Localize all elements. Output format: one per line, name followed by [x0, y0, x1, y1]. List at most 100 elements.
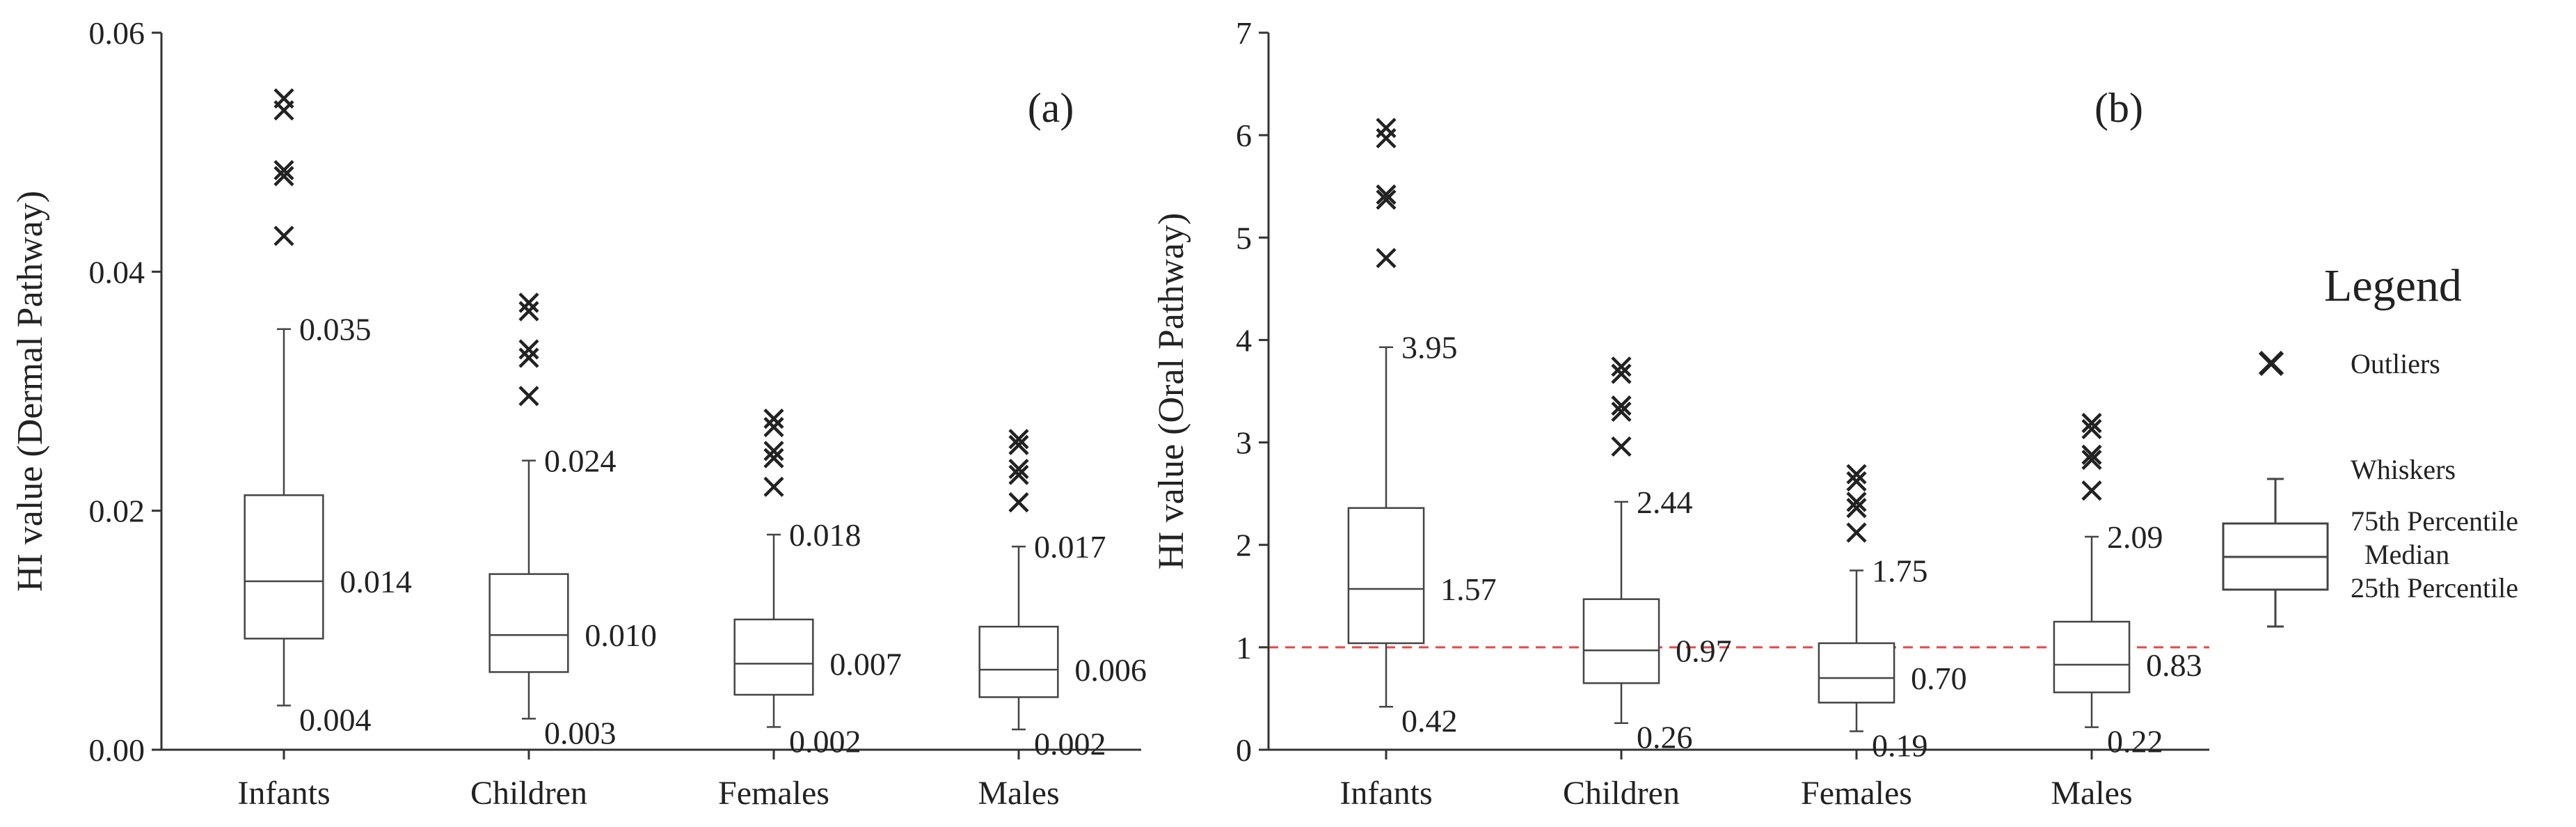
min-value-label: 0.19	[1872, 728, 1928, 764]
outlier-marker	[1846, 522, 1867, 543]
x-tick-label-males: Males	[978, 775, 1059, 812]
max-value-label: 1.75	[1872, 553, 1928, 589]
outlier-marker	[2081, 480, 2102, 501]
min-value-label: 0.002	[789, 723, 861, 759]
box-children	[1582, 598, 1660, 684]
outlier-marker	[273, 226, 294, 246]
x-tick-label-females: Females	[1801, 775, 1912, 812]
outlier-marker	[763, 416, 784, 438]
box-infants	[244, 494, 324, 640]
median-value-label: 0.007	[829, 646, 902, 682]
box-females	[733, 618, 814, 696]
box-children	[488, 573, 569, 673]
outlier-marker	[763, 441, 784, 462]
median-value-label: 0.97	[1676, 633, 1732, 668]
y-tick-label: 2	[1236, 528, 1252, 563]
outlier-marker	[1611, 401, 1632, 423]
median-value-label: 0.83	[2146, 647, 2202, 683]
outlier-marker	[1846, 498, 1867, 519]
y-tick-label: 0	[1236, 732, 1252, 768]
outlier-marker	[518, 292, 539, 313]
min-value-label: 0.26	[1637, 720, 1693, 755]
outlier-marker	[1846, 464, 1867, 485]
outlier-marker	[1611, 395, 1632, 416]
outlier-marker	[1846, 471, 1867, 492]
outlier-marker	[273, 159, 294, 181]
outlier-marker	[1008, 434, 1029, 455]
y-axis-label: HI value (Oral Pathway)	[1152, 213, 1191, 570]
min-value-label: 0.004	[299, 702, 372, 737]
outlier-marker	[1376, 248, 1397, 269]
x-tick-label-children: Children	[470, 775, 587, 812]
outlier-marker	[518, 347, 539, 368]
outlier-marker	[763, 408, 784, 430]
outlier-marker	[1611, 363, 1632, 384]
box-males	[2053, 620, 2131, 693]
y-tick-label: 4	[1236, 322, 1252, 358]
legend-boxplot-icon	[2222, 478, 2329, 628]
median-value-label: 0.006	[1074, 652, 1147, 688]
x-tick-label-children: Children	[1563, 775, 1680, 812]
median-value-label: 0.014	[340, 564, 412, 599]
max-value-label: 0.035	[299, 312, 372, 347]
max-value-label: 2.44	[1637, 485, 1693, 520]
outlier-marker	[2081, 444, 2102, 465]
outlier-marker	[2081, 413, 2102, 434]
outlier-marker	[273, 166, 294, 187]
median-value-label: 0.70	[1911, 661, 1967, 696]
legend-outliers-label: Outliers	[2351, 348, 2440, 379]
outlier-marker-icon	[2258, 350, 2284, 377]
x-tick-label-males: Males	[2051, 775, 2132, 812]
max-value-label: 2.09	[2107, 519, 2163, 555]
outlier-marker	[518, 339, 539, 360]
min-value-label: 0.002	[1034, 726, 1106, 762]
legend-whiskers-label: Whiskers	[2351, 454, 2456, 485]
outlier-marker	[1008, 464, 1029, 485]
y-tick-label: 0.02	[89, 494, 145, 529]
max-value-label: 0.024	[544, 443, 617, 479]
outlier-marker	[518, 301, 539, 322]
legend-title: Legend	[2324, 260, 2462, 311]
y-tick-label: 3	[1236, 425, 1252, 461]
outlier-marker	[1376, 184, 1397, 205]
panel-label: (a)	[1028, 85, 1074, 131]
max-value-label: 0.018	[789, 517, 861, 553]
max-value-label: 3.95	[1401, 330, 1458, 365]
y-tick-label: 7	[1236, 15, 1252, 51]
y-tick-label: 0.00	[89, 732, 145, 768]
median-value-label: 0.010	[585, 617, 657, 653]
legend-p75-label: 75th Percentile	[2351, 505, 2518, 537]
y-tick-label: 5	[1236, 220, 1252, 255]
min-value-label: 0.003	[544, 715, 617, 750]
outlier-marker	[1846, 491, 1867, 512]
x-tick-label-infants: Infants	[1339, 775, 1432, 812]
outlier-marker	[2081, 418, 2102, 440]
panel-b-oral: 0 1 2 3 4 5 6 7 HI value (Oral Pathway) (b) Infant…	[1152, 15, 2209, 812]
box-females	[1818, 642, 1895, 704]
y-tick-label: 6	[1236, 118, 1252, 153]
outlier-marker	[1611, 436, 1632, 457]
outlier-marker	[273, 88, 294, 109]
box-males	[978, 625, 1059, 698]
box-infants	[1347, 507, 1425, 645]
outlier-marker	[1008, 429, 1029, 450]
outlier-marker	[1008, 492, 1029, 513]
panel-a-dermal: 0.00 0.02 0.04 0.06 HI value (Dermal Pathway…	[10, 15, 1147, 812]
legend: Legend Outliers Whiskers 75th Percentile…	[2222, 260, 2518, 628]
legend-median-label: Median	[2364, 539, 2449, 570]
x-tick-label-infants: Infants	[237, 775, 330, 812]
median-value-label: 1.57	[1440, 572, 1497, 607]
outlier-marker	[1611, 356, 1632, 377]
outlier-marker	[763, 476, 784, 497]
panel-label: (b)	[2094, 85, 2143, 131]
x-tick-label-females: Females	[718, 775, 829, 812]
max-value-label: 0.017	[1034, 529, 1106, 565]
y-tick-label: 0.04	[89, 254, 145, 290]
outlier-marker	[1376, 118, 1397, 139]
min-value-label: 0.42	[1401, 703, 1458, 739]
outlier-marker	[518, 386, 539, 407]
min-value-label: 0.22	[2107, 724, 2163, 759]
outlier-marker	[1008, 458, 1029, 480]
y-tick-label: 1	[1236, 630, 1252, 665]
